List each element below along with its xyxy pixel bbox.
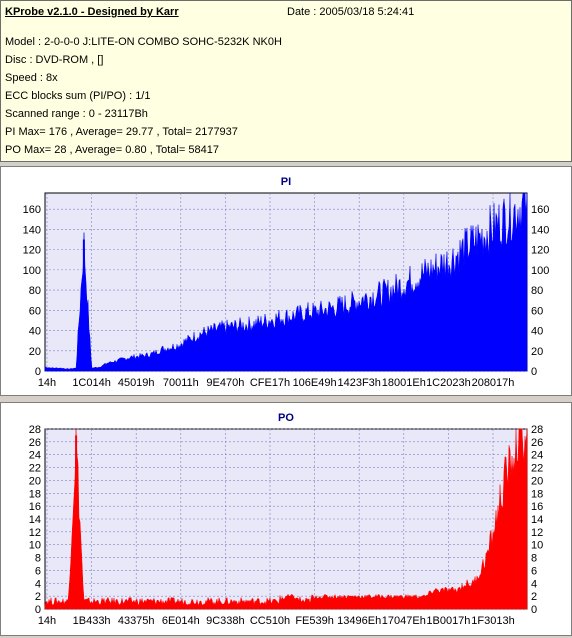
y-tick-label-left: 22 — [29, 463, 41, 475]
x-tick-label: 45019h — [118, 377, 155, 389]
y-tick-label-left: 14 — [29, 514, 41, 526]
y-tick-label-right: 16 — [531, 501, 543, 513]
pi-summary-line: PI Max= 176 , Average= 29.77 , Total= 21… — [5, 126, 238, 138]
y-tick-label-right: 0 — [531, 366, 537, 378]
x-tick-label: 208017h — [472, 377, 515, 389]
x-tick-label: 1B0017h — [426, 615, 470, 627]
y-tick-label-right: 60 — [531, 305, 543, 317]
x-tick-label: 43375h — [118, 615, 155, 627]
x-tick-label: 9E470h — [206, 377, 244, 389]
y-tick-label-left: 8 — [35, 553, 41, 565]
y-tick-label-left: 18 — [29, 488, 41, 500]
y-tick-label-left: 100 — [23, 265, 41, 277]
y-tick-label-left: 60 — [29, 305, 41, 317]
y-tick-label-right: 22 — [531, 463, 543, 475]
ecc-line: ECC blocks sum (PI/PO) : 1/1 — [5, 90, 151, 102]
y-tick-label-left: 28 — [29, 424, 41, 436]
x-tick-label: 9C338h — [206, 615, 245, 627]
info-panel: KProbe v2.1.0 - Designed by Karr Date : … — [0, 0, 572, 162]
y-tick-label-left: 20 — [29, 346, 41, 358]
x-tick-label: 1C014h — [72, 377, 111, 389]
y-tick-label-right: 24 — [531, 450, 543, 462]
y-tick-label-left: 2 — [35, 591, 41, 603]
y-tick-label-right: 0 — [531, 604, 537, 616]
y-tick-label-right: 8 — [531, 553, 537, 565]
spike-bar — [75, 435, 78, 609]
y-tick-label-right: 4 — [531, 578, 537, 590]
model-line: Model : 2-0-0-0 J:LITE-ON COMBO SOHC-523… — [5, 36, 282, 48]
x-tick-label: 1423F3h — [337, 377, 380, 389]
y-tick-label-left: 0 — [35, 604, 41, 616]
po-summary-line: PO Max= 28 , Average= 0.80 , Total= 5841… — [5, 144, 219, 156]
x-tick-label: FE539h — [295, 615, 334, 627]
y-tick-label-left: 140 — [23, 224, 41, 236]
range-line: Scanned range : 0 - 23117Bh — [5, 108, 148, 120]
x-tick-label: 18001Eh — [382, 377, 426, 389]
disc-line: Disc : DVD-ROM , [] — [5, 54, 104, 66]
y-tick-label-left: 0 — [35, 366, 41, 378]
y-tick-label-left: 20 — [29, 475, 41, 487]
x-tick-label: 106E49h — [293, 377, 337, 389]
x-tick-label: CC510h — [250, 615, 290, 627]
x-tick-label: 14h — [38, 377, 56, 389]
y-tick-label-right: 120 — [531, 245, 549, 257]
app-title: KProbe v2.1.0 - Designed by Karr — [5, 6, 179, 18]
x-tick-label: CFE17h — [250, 377, 290, 389]
y-tick-label-right: 20 — [531, 346, 543, 358]
y-tick-label-left: 16 — [29, 501, 41, 513]
y-tick-label-right: 40 — [531, 326, 543, 338]
y-tick-label-right: 12 — [531, 527, 543, 539]
x-tick-label: 13496Eh — [337, 615, 381, 627]
x-tick-label: 14h — [38, 615, 56, 627]
x-tick-label: 6E014h — [162, 615, 200, 627]
y-tick-label-right: 6 — [531, 565, 537, 577]
pi-chart: PI 0 0 20 20 40 40 60 60 80 80 100 100 120 120 140 140 16… — [23, 176, 550, 389]
y-tick-label-right: 18 — [531, 488, 543, 500]
y-tick-label-right: 100 — [531, 265, 549, 277]
y-tick-label-right: 14 — [531, 514, 543, 526]
y-tick-label-left: 80 — [29, 285, 41, 297]
x-tick-label: 1F3013h — [471, 615, 514, 627]
x-tick-label: 17047Eh — [382, 615, 426, 627]
data-area — [44, 428, 528, 610]
y-tick-label-left: 40 — [29, 326, 41, 338]
y-tick-label-right: 160 — [531, 204, 549, 216]
x-tick-label: 70011h — [163, 377, 199, 389]
spike-bar — [82, 239, 85, 371]
y-tick-label-right: 80 — [531, 285, 543, 297]
y-tick-label-left: 12 — [29, 527, 41, 539]
y-tick-label-left: 26 — [29, 437, 41, 449]
speed-line: Speed : 8x — [5, 72, 58, 84]
y-tick-label-left: 4 — [35, 578, 41, 590]
y-tick-label-left: 120 — [23, 245, 41, 257]
y-tick-label-left: 24 — [29, 450, 41, 462]
po-chart-panel: PO 0 0 2 2 4 4 6 6 8 8 10 10 12 12 14 14 16 16 18 18 20 20 22 22… — [0, 402, 572, 636]
y-tick-label-left: 10 — [29, 540, 41, 552]
chart-title: PO — [278, 412, 294, 424]
y-tick-label-right: 20 — [531, 475, 543, 487]
x-tick-label: 1B433h — [73, 615, 111, 627]
pi-chart-panel: PI 0 0 20 20 40 40 60 60 80 80 100 100 120 120 140 140 16… — [0, 166, 572, 396]
y-tick-label-right: 28 — [531, 424, 543, 436]
y-tick-label-right: 140 — [531, 224, 549, 236]
y-tick-label-left: 160 — [23, 204, 41, 216]
y-tick-label-right: 2 — [531, 591, 537, 603]
x-tick-label: 1C2023h — [426, 377, 471, 389]
chart-title: PI — [281, 176, 291, 188]
y-tick-label-left: 6 — [35, 565, 41, 577]
scan-date: Date : 2005/03/18 5:24:41 — [287, 6, 415, 18]
y-tick-label-right: 10 — [531, 540, 543, 552]
y-tick-label-right: 26 — [531, 437, 543, 449]
data-area — [44, 192, 528, 372]
